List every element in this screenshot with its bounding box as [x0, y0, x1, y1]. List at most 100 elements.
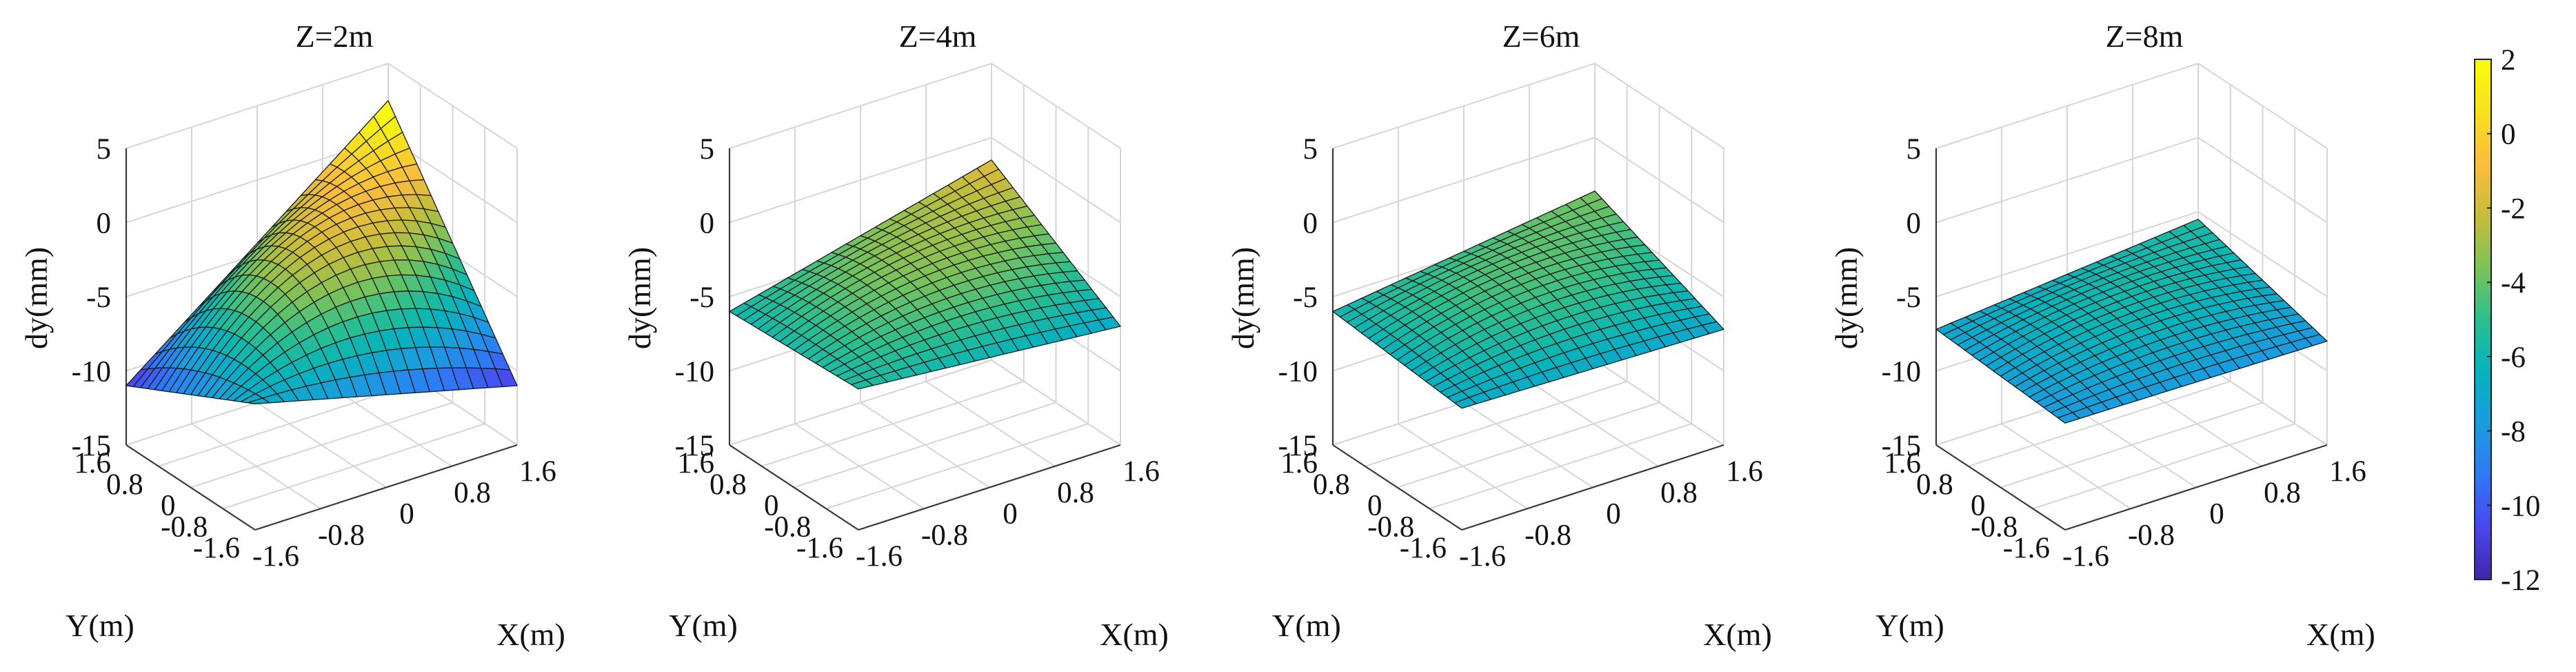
- grid-line: [761, 380, 1025, 467]
- grid-line: [2000, 402, 2263, 488]
- x-tick-label: 1.6: [1123, 455, 1160, 488]
- z-tick-label: -10: [1882, 356, 1921, 388]
- grid-line: [125, 62, 518, 149]
- y-axis-label: Y(m): [669, 608, 738, 643]
- x-tick-label: -1.6: [1459, 540, 1506, 573]
- x-tick-label: 0.8: [2264, 477, 2301, 509]
- x-axis-line: [254, 444, 518, 531]
- z-axis-label: dy(mm): [1225, 247, 1260, 349]
- panel-title: Z=8m: [2106, 19, 2184, 54]
- panel-title: Z=2m: [296, 19, 374, 54]
- z-tick-label: 5: [700, 133, 715, 166]
- y-tick-label: -0.8: [1367, 511, 1414, 543]
- colorbar-tick-label: -12: [2501, 564, 2540, 597]
- surface-panel: -15-10-505-1.6-0.800.81.6-1.6-0.800.81.6…: [622, 19, 1169, 652]
- y-tick-label: -1.6: [2003, 532, 2050, 564]
- x-tick-label: -1.6: [2062, 540, 2109, 573]
- y-tick-label: -1.6: [1400, 532, 1447, 564]
- x-axis-label: X(m): [1703, 617, 1772, 652]
- surface-cell: [2057, 412, 2080, 424]
- z-tick-label: -5: [86, 281, 111, 314]
- z-tick-label: 5: [1906, 133, 1922, 166]
- y-tick-label: 1.6: [1884, 447, 1921, 480]
- x-tick-label: -1.6: [856, 540, 903, 573]
- x-tick-label: 1.6: [2329, 455, 2366, 488]
- panel-title: Z=4m: [899, 19, 977, 54]
- z-tick-label: 0: [700, 208, 715, 240]
- surface-mesh: [1332, 190, 1724, 409]
- z-tick-label: 5: [1303, 133, 1318, 166]
- x-tick-label: 1.6: [519, 455, 556, 488]
- y-axis-label: Y(m): [1272, 608, 1341, 643]
- x-tick-label: 0: [1003, 498, 1018, 531]
- grid-line: [1332, 62, 1724, 149]
- surface-mesh: [1935, 219, 2328, 424]
- surface-panel: -15-10-505-1.6-0.800.81.6-1.6-0.800.81.6…: [1829, 19, 2375, 652]
- surface-panel: -15-10-505-1.6-0.800.81.6-1.6-0.800.81.6…: [19, 19, 565, 652]
- colorbar-gradient: [2474, 59, 2492, 580]
- colorbar: 2 0 -2 -4 -6 -8 -10 -12: [2474, 44, 2540, 597]
- y-tick-label: -1.6: [796, 532, 843, 564]
- x-tick-label: 1.6: [1726, 455, 1763, 488]
- y-tick-label: 0: [161, 490, 176, 522]
- panel-title: Z=6m: [1502, 19, 1580, 54]
- x-axis-line: [1461, 444, 1724, 531]
- z-tick-label: 5: [97, 133, 112, 166]
- grid-line: [1935, 210, 2328, 297]
- y-axis-line: [1935, 444, 2066, 531]
- y-tick-label: -0.8: [161, 511, 208, 543]
- y-tick-label: 0.8: [710, 468, 747, 501]
- axes-frame: [1935, 148, 2328, 531]
- z-tick-label: 0: [1303, 208, 1318, 240]
- y-tick-label: 0.8: [1313, 468, 1350, 501]
- grid-line: [729, 137, 1121, 224]
- grid-line: [190, 402, 453, 488]
- grid-line: [1935, 137, 2328, 224]
- colorbar-tick-label: -6: [2501, 342, 2526, 374]
- surface-panel: -15-10-505-1.6-0.800.81.6-1.6-0.800.81.6…: [1225, 19, 1772, 652]
- grid-line: [1365, 380, 1628, 467]
- x-tick-label: -0.8: [921, 519, 968, 551]
- x-tick-label: -0.8: [1525, 519, 1571, 551]
- y-tick-label: 1.6: [1280, 447, 1318, 480]
- y-tick-label: 0: [1367, 490, 1382, 522]
- surface-mesh: [125, 100, 518, 404]
- surface-mesh: [729, 159, 1121, 390]
- x-axis-line: [2064, 444, 2328, 531]
- x-axis-label: X(m): [496, 617, 565, 652]
- x-tick-label: 0: [399, 498, 414, 531]
- y-axis-label: Y(m): [1875, 608, 1944, 643]
- z-axis-label: dy(mm): [1829, 247, 1864, 349]
- y-axis-label: Y(m): [66, 608, 134, 643]
- x-tick-label: 0: [1606, 498, 1621, 531]
- z-tick-label: -10: [675, 356, 714, 388]
- surface-cell: [850, 379, 874, 390]
- y-axis-line: [1332, 444, 1462, 531]
- z-tick-label: -15: [1278, 430, 1318, 462]
- x-axis-label: X(m): [2306, 617, 2375, 652]
- y-tick-label: 1.6: [74, 447, 111, 480]
- y-tick-label: -1.6: [193, 532, 240, 564]
- grid-line: [794, 402, 1056, 488]
- y-tick-label: 0.8: [106, 468, 143, 501]
- surface-cell: [1453, 397, 1477, 409]
- grid-line: [729, 62, 1121, 149]
- grid-line: [1529, 380, 1659, 467]
- x-tick-label: 0.8: [1660, 477, 1698, 509]
- x-tick-label: 0.8: [1057, 477, 1094, 509]
- grid-line: [1332, 137, 1724, 224]
- z-tick-label: -5: [1896, 281, 1921, 314]
- grid-line: [729, 359, 1121, 446]
- z-tick-label: -5: [690, 281, 714, 314]
- z-tick-label: -5: [1293, 281, 1318, 314]
- grid-line: [925, 380, 1056, 467]
- z-tick-label: 0: [97, 208, 112, 240]
- z-axis-label: dy(mm): [19, 247, 54, 349]
- surface-cell: [247, 397, 270, 404]
- z-tick-label: -15: [675, 430, 714, 462]
- grid-line: [1935, 62, 2328, 149]
- x-tick-label: 0.8: [454, 477, 491, 509]
- z-tick-label: -10: [72, 356, 111, 388]
- colorbar-tick-label: -10: [2501, 490, 2540, 522]
